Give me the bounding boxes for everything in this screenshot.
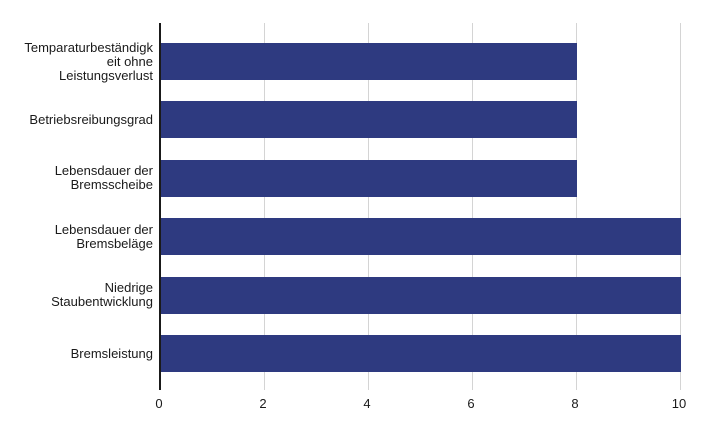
bar-1 xyxy=(161,101,577,139)
x-tick-label-4: 4 xyxy=(363,396,371,411)
category-label-3: Lebensdauer der Bremsbeläge xyxy=(54,221,153,251)
bar-0 xyxy=(161,43,577,80)
bar-4 xyxy=(161,276,681,314)
category-label-1: Betriebsreibungsgrad xyxy=(29,111,153,127)
category-label-2: Lebensdauer der Bremsscheibe xyxy=(54,163,153,193)
gridline-x-10 xyxy=(680,23,681,390)
category-label-5: Bremsleistung xyxy=(70,345,153,361)
bar-3 xyxy=(161,218,681,256)
plot-area xyxy=(159,23,690,390)
gridline-x-8 xyxy=(576,23,577,390)
x-tick-label-2: 2 xyxy=(259,396,267,411)
x-tick-label-8: 8 xyxy=(571,396,579,411)
gridline-x-6 xyxy=(472,23,473,390)
x-tick-label-6: 6 xyxy=(467,396,475,411)
bar-2 xyxy=(161,159,577,197)
x-tick-label-10: 10 xyxy=(671,396,687,411)
bar-5 xyxy=(161,335,681,372)
category-label-0: Temparaturbeständigk eit ohne Leistungsv… xyxy=(24,39,153,83)
gridline-x-2 xyxy=(264,23,265,390)
x-tick-label-0: 0 xyxy=(155,396,163,411)
gridline-x-4 xyxy=(368,23,369,390)
category-label-4: Niedrige Staubentwicklung xyxy=(51,280,153,310)
